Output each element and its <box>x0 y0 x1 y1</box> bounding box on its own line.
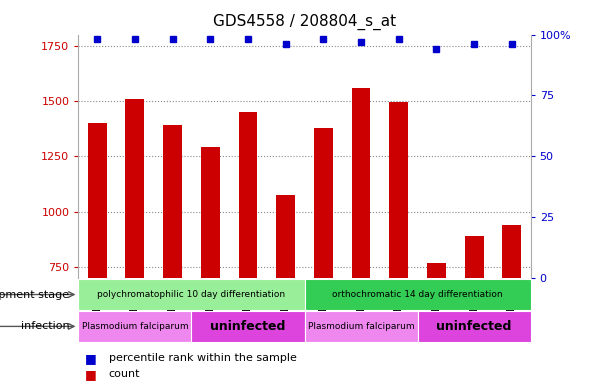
Title: GDS4558 / 208804_s_at: GDS4558 / 208804_s_at <box>213 14 396 30</box>
Bar <box>163 125 182 278</box>
Bar <box>465 236 484 278</box>
Bar <box>201 147 219 278</box>
Text: ■: ■ <box>84 352 96 365</box>
Bar <box>78 279 305 310</box>
Text: uninfected: uninfected <box>437 320 512 333</box>
Text: count: count <box>109 369 140 379</box>
Text: Plasmodium falciparum: Plasmodium falciparum <box>308 322 414 331</box>
Bar <box>427 263 446 278</box>
Bar <box>390 102 408 278</box>
Text: percentile rank within the sample: percentile rank within the sample <box>109 353 297 363</box>
Bar <box>125 99 144 278</box>
Text: infection: infection <box>21 321 69 331</box>
Text: development stage: development stage <box>0 290 69 300</box>
Bar <box>314 127 333 278</box>
Text: orthochromatic 14 day differentiation: orthochromatic 14 day differentiation <box>332 290 503 299</box>
Text: uninfected: uninfected <box>210 320 286 333</box>
Text: ■: ■ <box>84 368 96 381</box>
Text: polychromatophilic 10 day differentiation: polychromatophilic 10 day differentiatio… <box>98 290 285 299</box>
Bar <box>502 225 521 278</box>
Text: Plasmodium falciparum: Plasmodium falciparum <box>81 322 188 331</box>
Bar <box>276 195 295 278</box>
Bar <box>78 311 192 342</box>
Bar <box>88 123 107 278</box>
Bar <box>192 311 305 342</box>
Bar <box>305 279 531 310</box>
Bar <box>352 88 370 278</box>
Bar <box>239 112 257 278</box>
Bar <box>305 311 417 342</box>
Bar <box>417 311 531 342</box>
